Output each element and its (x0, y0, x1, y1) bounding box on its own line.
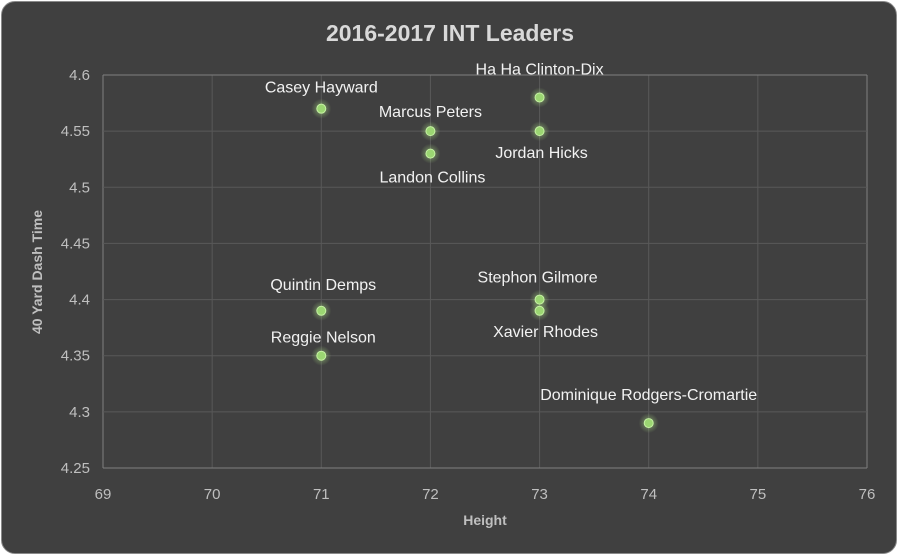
tick-layer: 69 70 71 72 73 74 75 76 4.25 4.3 4.35 4.4 4.45 4.5 4.5… (61, 67, 876, 503)
data-label: Quintin Demps (270, 277, 376, 294)
data-point (316, 305, 327, 316)
point-layer: Casey Hayward Ha Ha Clinton-Dix Marcus Pet… (265, 61, 757, 434)
y-tick-label: 4.45 (61, 235, 90, 252)
y-axis-title: 40 Yard Dash Time (29, 210, 45, 334)
data-point (316, 103, 327, 114)
data-label: Landon Collins (379, 170, 485, 187)
y-tick-label: 4.35 (61, 348, 90, 365)
x-tick-label: 74 (640, 486, 657, 503)
y-tick-label: 4.25 (61, 460, 90, 477)
data-label: Dominique Rodgers-Cromartie (540, 387, 757, 404)
y-tick-label: 4.4 (69, 292, 90, 309)
chart-title: 2016-2017 INT Leaders (326, 20, 574, 46)
data-label: Reggie Nelson (271, 330, 376, 347)
y-tick-label: 4.3 (69, 404, 90, 421)
data-label: Stephon Gilmore (478, 270, 598, 287)
data-point (643, 418, 654, 429)
x-tick-label: 70 (204, 486, 221, 503)
x-tick-label: 76 (859, 486, 876, 503)
data-point (534, 305, 545, 316)
x-tick-label: 73 (531, 486, 548, 503)
x-tick-label: 75 (750, 486, 767, 503)
data-point (425, 126, 436, 137)
x-axis-title: Height (463, 512, 507, 528)
data-label: Ha Ha Clinton-Dix (476, 61, 604, 78)
data-label: Marcus Peters (379, 104, 482, 121)
data-point (534, 92, 545, 103)
data-point (316, 350, 327, 361)
grid-layer (102, 74, 868, 469)
y-tick-label: 4.5 (69, 179, 90, 196)
x-tick-label: 72 (422, 486, 439, 503)
data-point (534, 126, 545, 137)
y-tick-label: 4.55 (61, 123, 90, 140)
data-label: Casey Hayward (265, 80, 378, 97)
data-label: Xavier Rhodes (493, 324, 598, 341)
data-point (425, 148, 436, 159)
data-label: Jordan Hicks (495, 145, 587, 162)
y-tick-label: 4.6 (69, 67, 90, 84)
x-tick-label: 69 (95, 486, 112, 503)
x-tick-label: 71 (313, 486, 330, 503)
